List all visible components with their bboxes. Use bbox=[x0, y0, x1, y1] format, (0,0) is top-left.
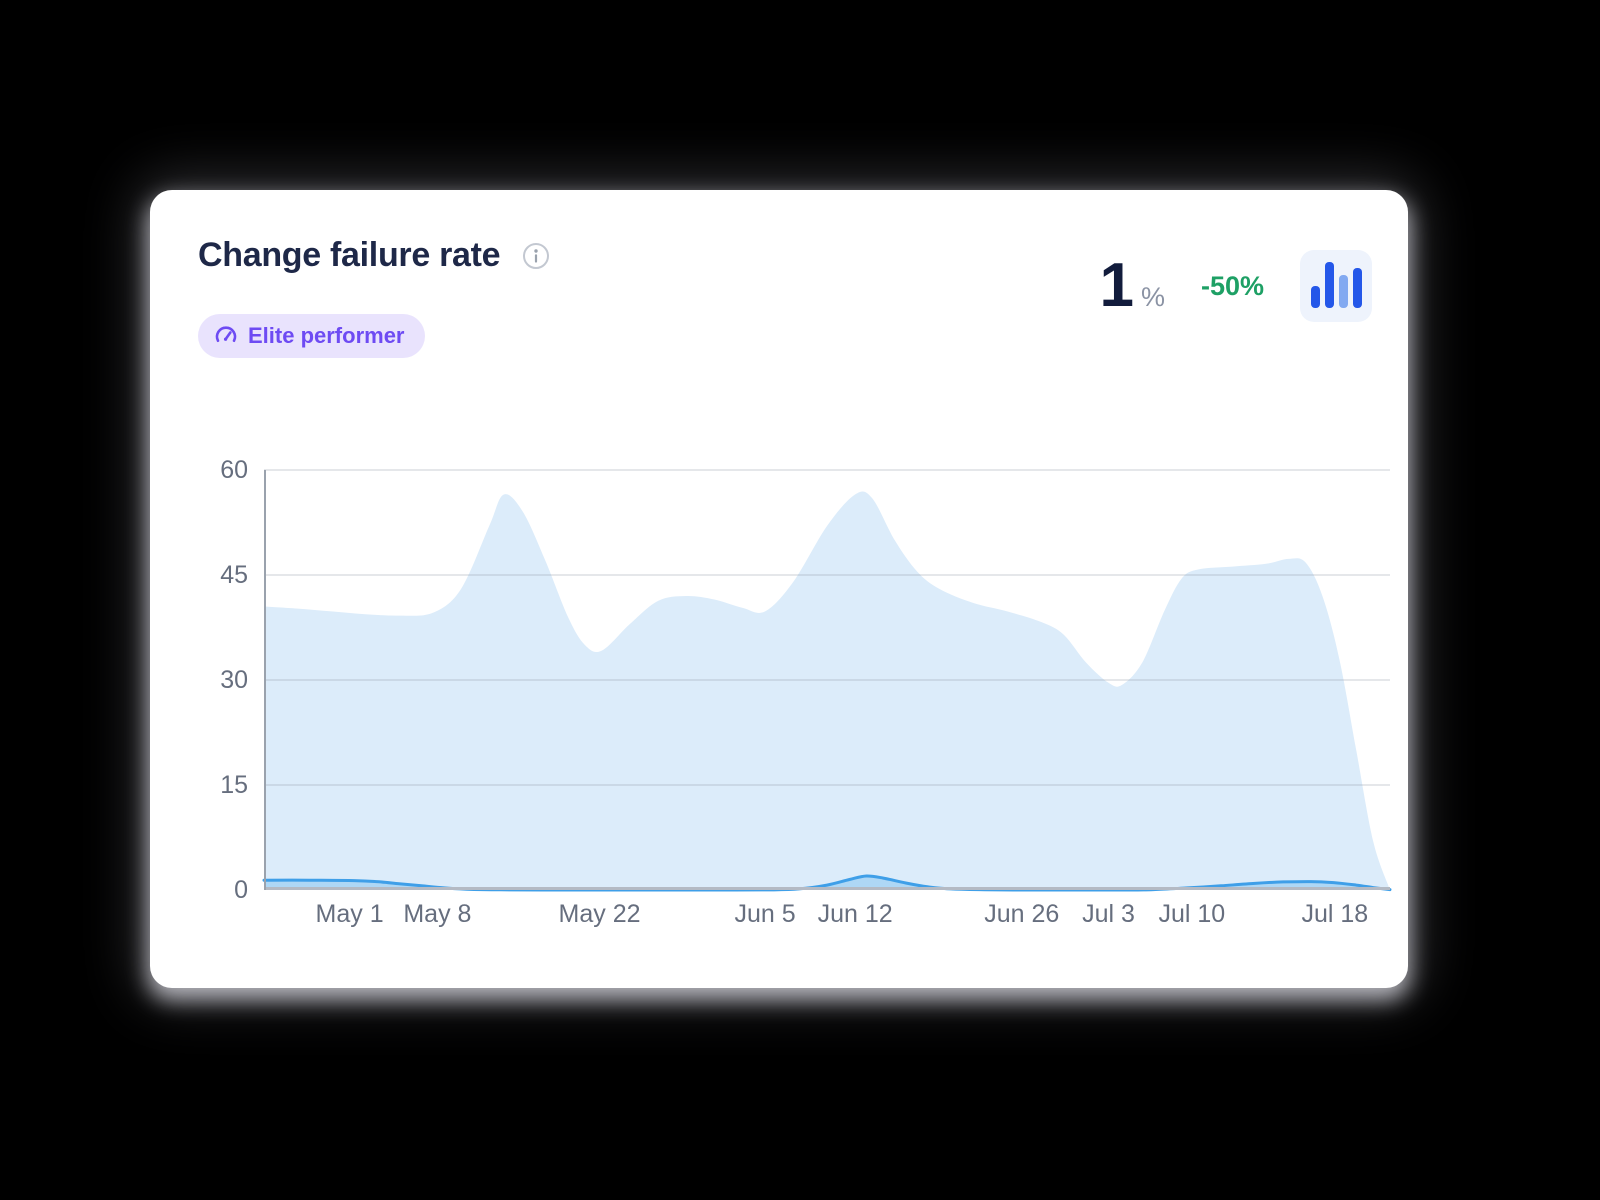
info-icon[interactable] bbox=[522, 242, 550, 270]
performer-badge-label: Elite performer bbox=[248, 323, 405, 348]
metric-value-group: 1 % bbox=[1099, 255, 1165, 317]
x-tick-label: Jun 26 bbox=[984, 900, 1060, 928]
chart-plot-area bbox=[262, 469, 1392, 892]
metric-unit: % bbox=[1140, 282, 1165, 312]
y-tick-label: 0 bbox=[234, 876, 248, 904]
metric-delta-badge: -50% bbox=[1200, 270, 1264, 301]
y-tick-label: 15 bbox=[220, 771, 248, 799]
x-tick-label: May 1 bbox=[315, 900, 384, 928]
performer-badge: Elite performer bbox=[198, 314, 425, 358]
x-tick-label: Jul 10 bbox=[1158, 900, 1226, 928]
metric-summary: 1 % -50% bbox=[1099, 248, 1372, 324]
page-title: Change failure rate bbox=[198, 236, 501, 274]
y-tick-label: 45 bbox=[220, 561, 248, 589]
area-chart: 0 15 30 45 60 May 1 May 8 May 22 Jun 5 Jun 12 Jun… bbox=[220, 456, 1392, 928]
metric-card: Change failure rate Elite performer 1 % … bbox=[150, 190, 1408, 988]
x-tick-label: Jul 18 bbox=[1301, 900, 1369, 928]
card-header: Change failure rate bbox=[198, 236, 550, 275]
speedometer-icon bbox=[213, 323, 239, 349]
y-tick-label: 30 bbox=[220, 666, 248, 694]
x-tick-label: Jun 12 bbox=[817, 900, 893, 928]
x-tick-label: Jun 5 bbox=[734, 900, 796, 928]
chart-type-button[interactable] bbox=[1300, 250, 1372, 322]
x-tick-label: May 8 bbox=[403, 900, 472, 928]
x-tick-label: May 22 bbox=[558, 900, 641, 928]
metric-value: 1 bbox=[1099, 251, 1133, 320]
deployment-volume-area bbox=[264, 491, 1390, 890]
y-tick-label: 60 bbox=[220, 456, 248, 484]
x-tick-label: Jul 3 bbox=[1082, 900, 1135, 928]
